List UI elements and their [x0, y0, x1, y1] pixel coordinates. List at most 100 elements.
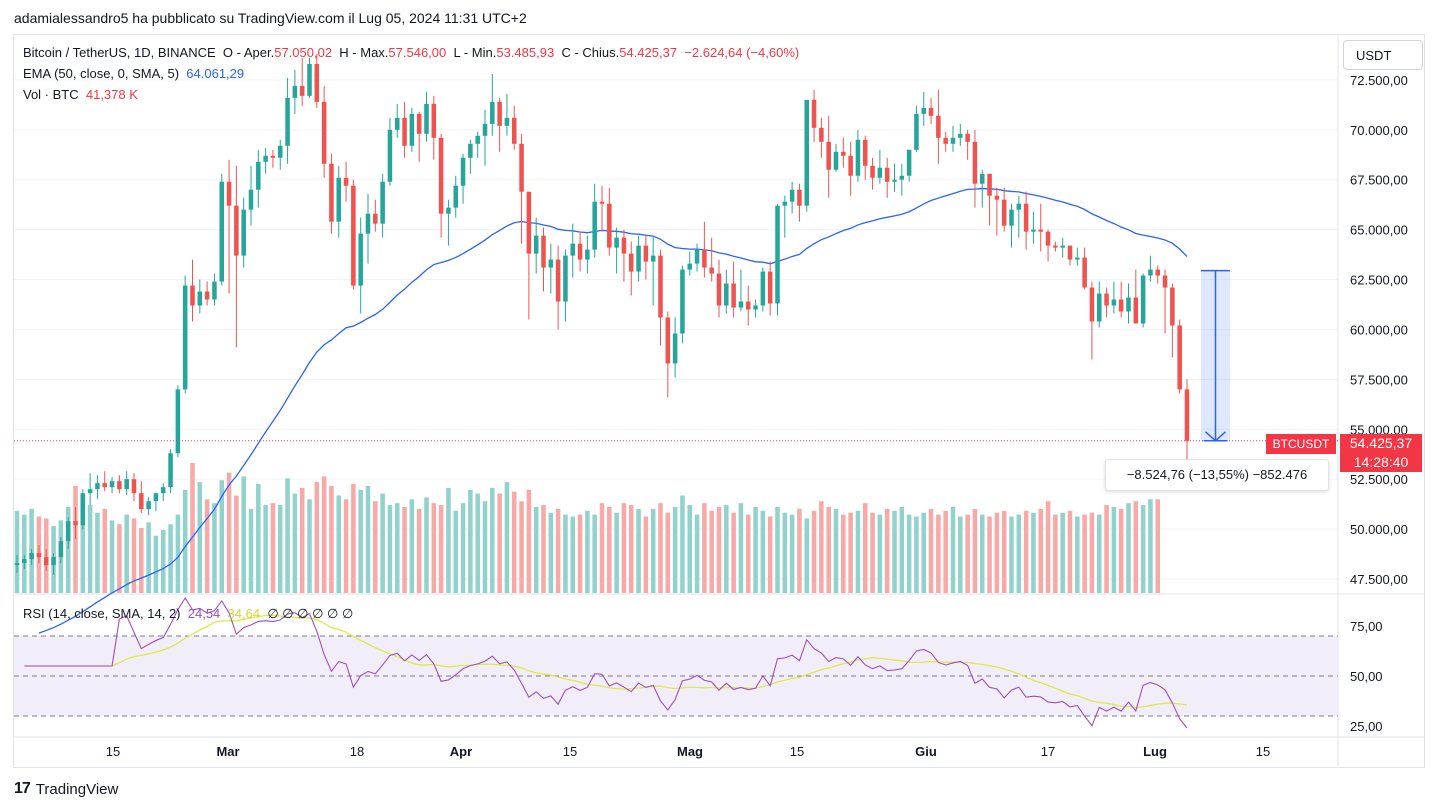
candle-body [1023, 203, 1029, 232]
volume-bar [936, 514, 941, 593]
candle-body [694, 249, 700, 264]
brand-name: TradingView [35, 780, 119, 798]
volume-bar [1111, 506, 1117, 593]
candle-body [950, 137, 956, 144]
volume-bar [402, 506, 407, 593]
volume-bar [555, 508, 561, 593]
legend-symbol[interactable]: Bitcoin / TetherUS, 1D, BINANCE [23, 45, 216, 60]
volume-bar [139, 528, 144, 593]
candle-body [658, 255, 663, 318]
volume-bar [709, 510, 714, 593]
volume-bar [197, 482, 203, 593]
price-tick-label: 62.500,00 [1350, 273, 1408, 288]
candle-body [109, 481, 115, 488]
time-tick-label: 18 [350, 744, 364, 759]
volume-bar [1045, 501, 1051, 593]
candle-body [117, 481, 122, 490]
volume-bar [131, 518, 137, 593]
candle-body [563, 255, 568, 302]
volume-bar [482, 501, 488, 593]
candle-body [541, 235, 546, 268]
candle-body [709, 267, 714, 274]
footer-brand[interactable]: 17 TradingView [14, 780, 118, 798]
candle-body [826, 141, 831, 170]
volume-bar [1038, 508, 1044, 593]
candle-body [314, 63, 320, 102]
candle-body [431, 103, 437, 138]
candle-body [687, 263, 693, 270]
candle-body [621, 237, 627, 254]
candle-body [555, 259, 561, 302]
candle-body [58, 541, 64, 558]
candle-body [248, 189, 254, 210]
candle-body [972, 141, 978, 184]
volume-bar [468, 489, 473, 593]
candle-body [416, 113, 422, 134]
volume-bar [950, 506, 956, 593]
ema-label: EMA (50, close, 0, SMA, 5) [23, 66, 180, 81]
volume-bar [102, 508, 108, 593]
ema-legend[interactable]: EMA (50, close, 0, SMA, 5) 64.061,29 [23, 66, 244, 81]
candle-body [387, 129, 393, 182]
volume-bar [285, 478, 290, 593]
legend-open-value: 57.050,02 [274, 45, 333, 60]
volume-bar [819, 501, 824, 593]
volume-bar [797, 508, 802, 593]
volume-bar [438, 505, 444, 593]
volume-bar [1060, 512, 1065, 593]
volume-bar [1140, 505, 1146, 593]
volume-bar [899, 506, 905, 593]
ema-value: 64.061,29 [186, 66, 245, 81]
candle-body [1067, 245, 1073, 260]
volume-bar [841, 514, 846, 593]
candle-body [95, 483, 100, 490]
legend-change-value: −2.624,64 (−4,60%) [684, 45, 800, 60]
time-tick-label: Giu [915, 744, 937, 759]
volume-bar [1053, 514, 1058, 593]
bar-countdown: 14:28:40 [1353, 454, 1409, 470]
volume-legend[interactable]: Vol · BTC 41,378 K [23, 87, 138, 102]
candle-body [36, 553, 42, 558]
volume-bar [380, 493, 385, 593]
volume-bar [292, 493, 298, 593]
volume-bar [621, 503, 627, 593]
candle-body [884, 167, 890, 182]
volume-bar [241, 476, 246, 593]
candle-body [292, 85, 298, 98]
legend-high-value: 57.546,00 [388, 45, 447, 60]
rsi-legend[interactable]: RSI (14, close, SMA, 14, 2) 24,54 34,64 … [23, 606, 353, 622]
candle-body [1060, 245, 1065, 248]
volume-bar [1001, 510, 1007, 593]
volume-bar [373, 501, 378, 593]
candle-body [277, 145, 283, 158]
volume-bar [175, 514, 181, 593]
volume-bar [585, 510, 590, 593]
volume-bar [563, 514, 568, 593]
candle-body [979, 173, 985, 184]
candle-body [299, 85, 305, 96]
time-tick-label: Mag [677, 744, 703, 759]
candle-body [819, 127, 824, 142]
candle-body [365, 213, 371, 234]
candle-body [468, 143, 473, 158]
volume-bar [958, 516, 963, 593]
volume-bar [146, 522, 151, 593]
measure-tooltip: −8.524,76 (−13,55%) −852.476 [1105, 459, 1329, 491]
candle-body [321, 101, 327, 164]
volume-bar [153, 535, 159, 593]
time-tick-label: 15 [1256, 744, 1270, 759]
volume-bar [1075, 516, 1080, 593]
volume-bar [767, 516, 773, 593]
volume-bar [592, 514, 597, 593]
candle-body [702, 249, 707, 268]
volume-bar [906, 514, 912, 593]
candle-body [958, 133, 963, 138]
currency-button[interactable]: USDT [1343, 40, 1423, 70]
candle-body [1140, 275, 1146, 324]
volume-bar [994, 512, 1000, 593]
candle-body [402, 117, 407, 146]
candle-body [438, 137, 444, 214]
candle-body [1155, 269, 1161, 276]
time-tick-label: Apr [450, 744, 472, 759]
